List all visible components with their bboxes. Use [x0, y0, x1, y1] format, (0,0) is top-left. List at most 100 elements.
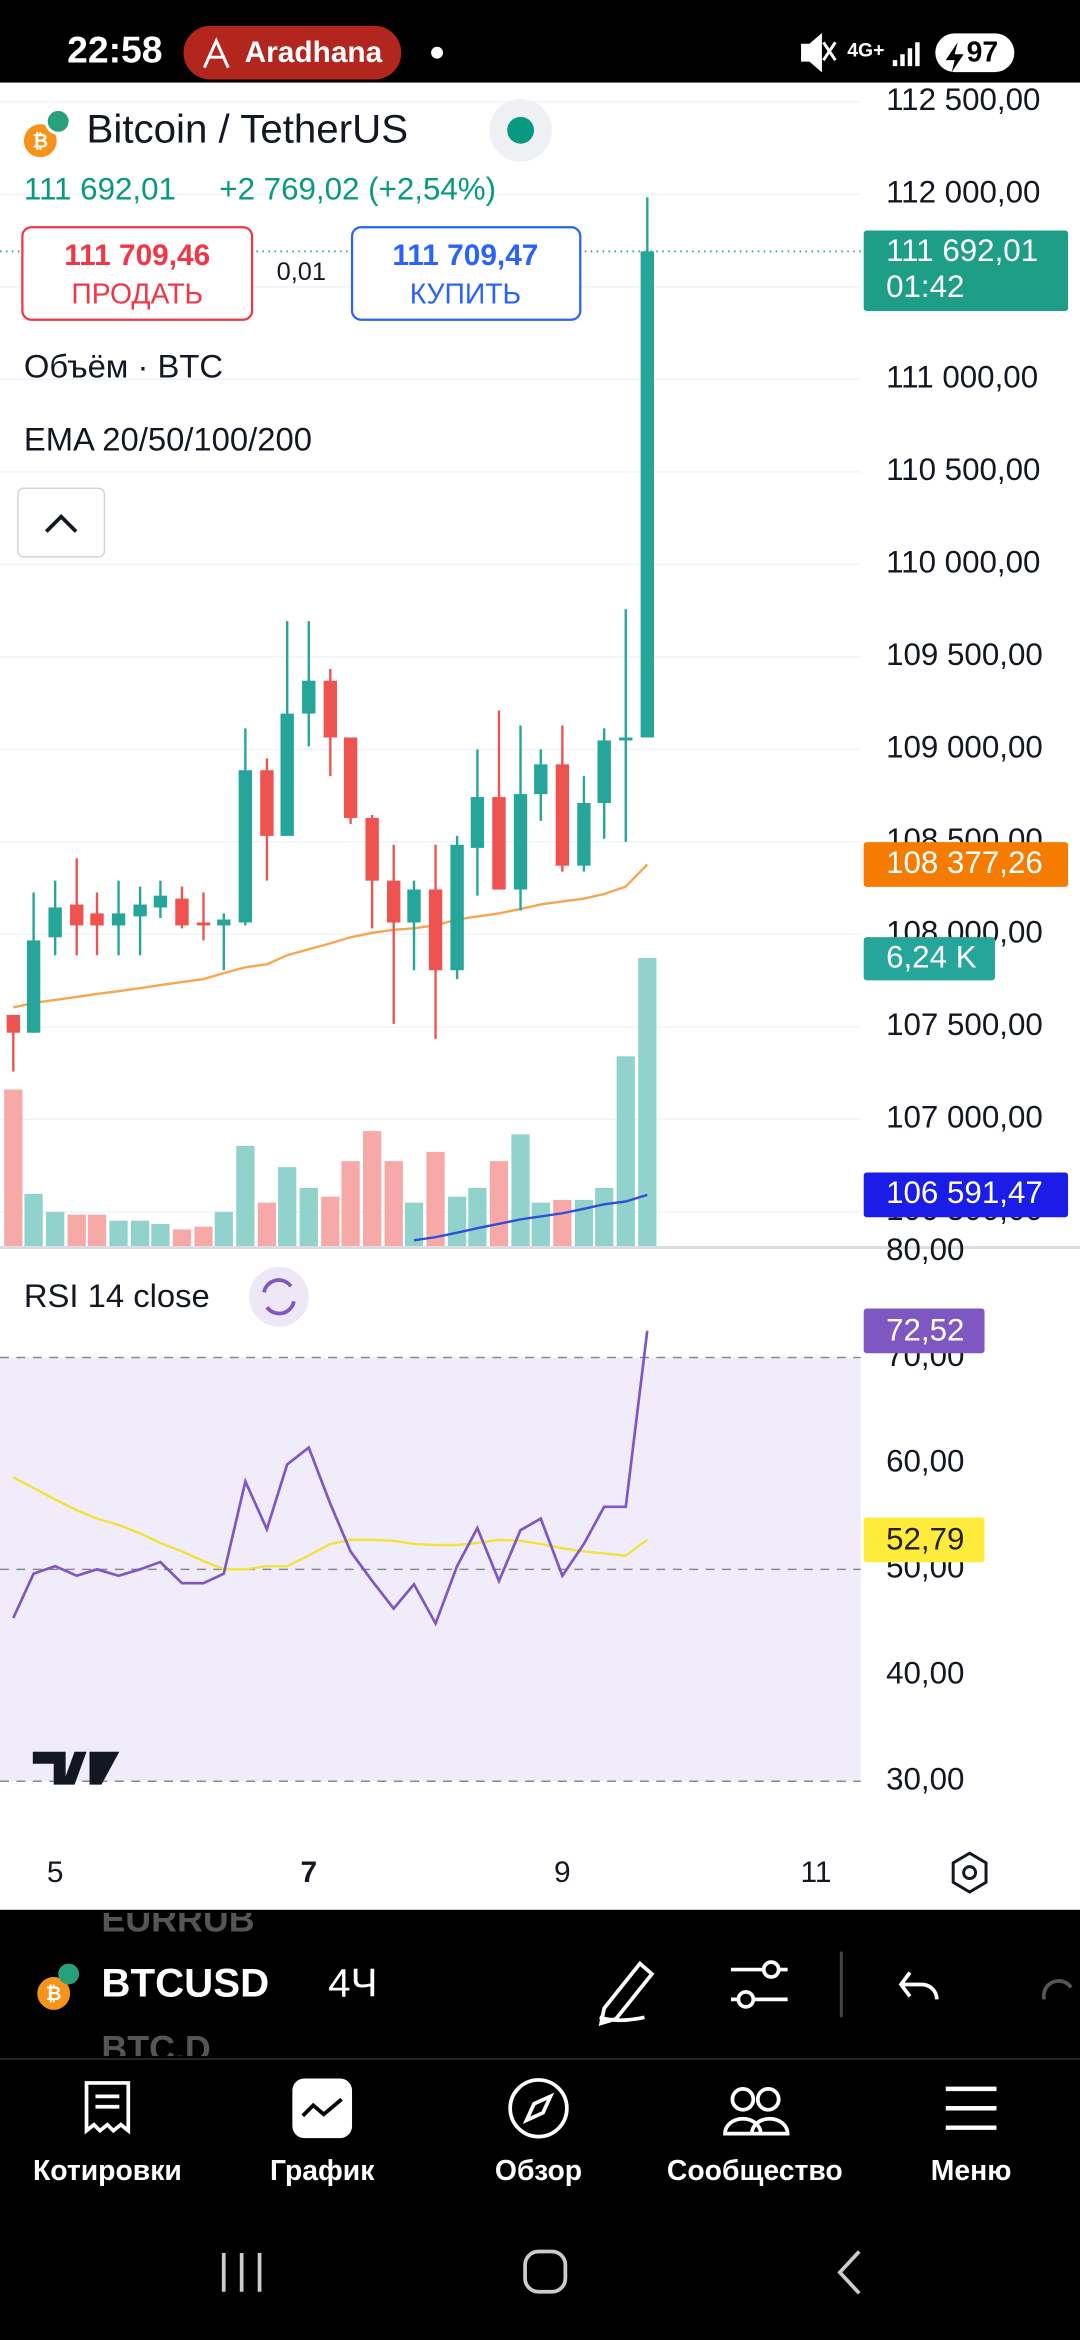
candle-body [323, 680, 338, 738]
system-home[interactable] [523, 2249, 568, 2294]
volume-bar [87, 1214, 107, 1247]
candle-body [513, 794, 528, 890]
candle-body [26, 940, 41, 1033]
volume-bar [257, 1202, 277, 1247]
volume-bar [489, 1161, 509, 1247]
user-pill[interactable] [183, 25, 402, 80]
slider-knob [736, 1990, 756, 2009]
nav-icon-quotes [84, 2081, 131, 2135]
nav-icon-community [755, 2087, 781, 2112]
y-tick-label: 107 000,00 [886, 1100, 1043, 1135]
user-name: Aradhana [245, 36, 383, 69]
rsi-tick-label: 40,00 [886, 1656, 964, 1691]
volume-bar [511, 1134, 530, 1247]
candle-body [302, 680, 316, 714]
last-price: 111 692,01 [24, 172, 176, 207]
buy-price: 111 709,47 [392, 239, 538, 272]
settings-icon[interactable] [951, 1851, 988, 1894]
nav-item[interactable]: Котировки [33, 2155, 182, 2187]
price-tag-label: 108 377,26 [886, 845, 1043, 880]
battery-level: 97 [967, 37, 999, 69]
nav-item[interactable]: Меню [931, 2155, 1012, 2187]
buy-button[interactable] [350, 226, 582, 321]
system-back[interactable] [837, 2250, 861, 2295]
prev-symbol: EURRUB [101, 1899, 254, 1939]
rsi-refresh[interactable] [249, 1266, 309, 1327]
price-tag-label: 111 692,01 [886, 233, 1038, 268]
price-tag [863, 842, 1069, 887]
interval[interactable]: 4Ч [328, 1961, 377, 2006]
nav-icon-compass [522, 2092, 555, 2124]
rsi-line [12, 1330, 649, 1627]
nav-item[interactable]: График [270, 2155, 375, 2187]
volume-bar [46, 1211, 65, 1247]
candle-body [111, 913, 126, 926]
bottom-area [0, 1909, 1080, 2340]
price-change: +2 769,02 (+2,54%) [219, 172, 496, 207]
notification-dot [431, 46, 444, 59]
x-tick-label: 7 [300, 1856, 317, 1889]
market-status-dot [507, 116, 535, 144]
ema-legend[interactable]: EMA 20/50/100/200 [24, 421, 312, 458]
rsi-tag-label: 52,79 [886, 1522, 964, 1557]
x-tick-label: 5 [47, 1856, 64, 1889]
status-time: 22:58 [67, 29, 162, 71]
candle-body [387, 880, 401, 923]
candle-body [6, 1014, 21, 1033]
candle-body [365, 817, 379, 881]
nav-item[interactable]: Обзор [495, 2155, 582, 2187]
volume-bar [595, 1187, 614, 1247]
rsi-legend[interactable]: RSI 14 close [24, 1277, 210, 1314]
nav-icon-community [730, 2087, 756, 2112]
rsi-tag [863, 1308, 985, 1354]
sell-button[interactable] [21, 226, 254, 321]
buy-label: КУПИТЬ [410, 278, 521, 310]
volume-bar [638, 957, 657, 1247]
candle-body [534, 764, 548, 795]
rsi-tick-label: 60,00 [886, 1444, 964, 1479]
volume-legend[interactable]: Объём · BTC [24, 348, 223, 385]
candle-body [260, 770, 274, 836]
candle-body [48, 907, 62, 938]
undo[interactable] [898, 1971, 939, 2000]
toolbar-coin-glyph: ₿ [46, 1983, 62, 2005]
volume-bar [194, 1226, 213, 1247]
tether-icon [44, 107, 72, 135]
nav-icon-community-body [723, 2116, 790, 2136]
ema-line [13, 863, 649, 1009]
candle-body [428, 889, 443, 971]
volume-bar [616, 1056, 635, 1247]
draw-tool[interactable] [598, 1960, 655, 2026]
settings-icon-hole [962, 1865, 978, 1881]
x-tick-label: 9 [554, 1856, 571, 1889]
volume-bar [214, 1211, 233, 1247]
candle-body [90, 913, 104, 926]
price-tag [863, 230, 1069, 312]
symbol[interactable]: BTCUSD [101, 1961, 269, 2006]
volume-bar [172, 1229, 192, 1247]
system-recents[interactable] [221, 2252, 262, 2292]
redo[interactable] [1041, 1979, 1073, 2000]
candle-body [407, 889, 421, 923]
volume-bar [4, 1089, 23, 1247]
nav-icon-menu [945, 2086, 997, 2130]
sell-price: 111 709,46 [64, 239, 210, 272]
candle-body [196, 922, 211, 926]
volume-bar [130, 1220, 150, 1247]
collapse-button[interactable] [17, 487, 106, 558]
y-tick-label: 110 500,00 [886, 452, 1040, 487]
volume-bar [236, 1145, 255, 1247]
toolbar-coin [37, 1977, 71, 2010]
candle-body [70, 904, 84, 926]
candle-body [343, 737, 358, 818]
candle-body [619, 737, 633, 741]
nav-item[interactable]: Сообщество [667, 2155, 843, 2187]
network-type: 4G+ [847, 39, 884, 61]
y-tick-label: 109 500,00 [886, 637, 1043, 672]
candle-body [555, 764, 570, 866]
spread: 0,01 [277, 258, 326, 286]
volume-bar [531, 1202, 550, 1247]
chevron-up [44, 513, 78, 533]
y-tick-label: 111 000,00 [886, 360, 1038, 395]
slider-knob [761, 1960, 781, 1979]
